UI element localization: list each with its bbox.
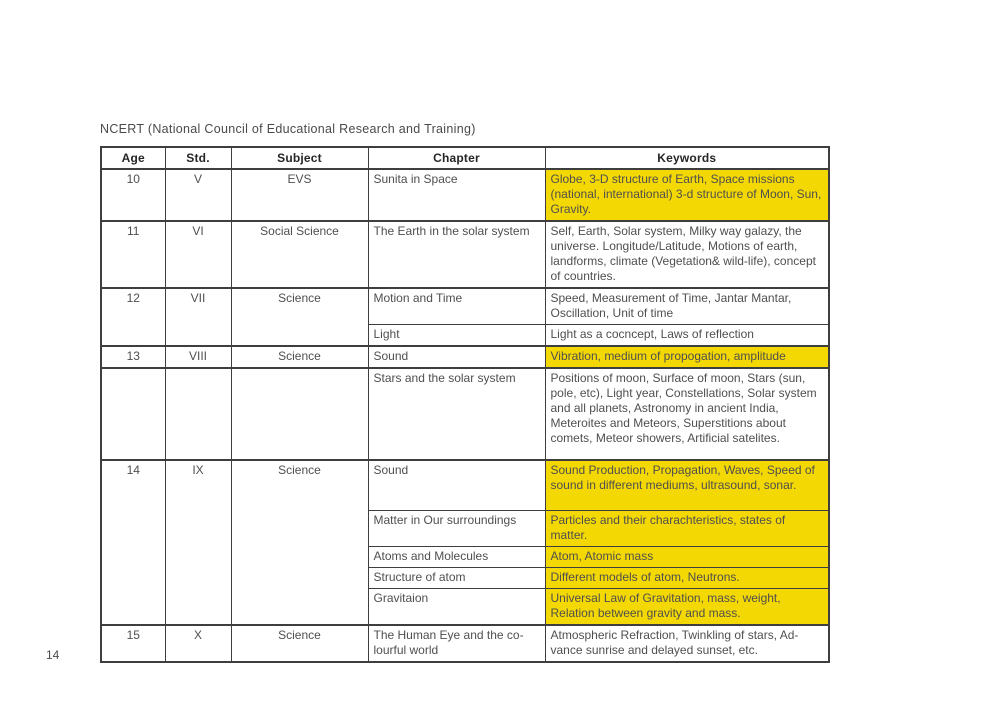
- keywords-cell: Self, Earth, Solar system, Milky way gal…: [544, 220, 830, 289]
- age-cell: 15: [100, 623, 166, 662]
- chapter-cell: Sound: [367, 345, 546, 369]
- chapter-cell: The Human Eye and the co-lourful world: [367, 623, 546, 662]
- page-number: 14: [46, 648, 60, 662]
- page-title: NCERT (National Council of Educational R…: [100, 122, 476, 136]
- subject-cell: Science: [230, 287, 369, 347]
- keywords-cell-highlighted: Different models of atom, Neutrons.: [544, 566, 830, 589]
- keywords-cell-highlighted: Vibration, medium of propogation, amplit…: [544, 345, 830, 369]
- subject-cell: Social Science: [230, 220, 369, 289]
- keywords-cell: Light as a cocncept, Laws of reflection: [544, 324, 830, 347]
- column-header-age: Age: [100, 146, 166, 170]
- ncert-curriculum-table: Age Std. Subject Chapter Keywords 10 V E…: [100, 146, 830, 663]
- table-row: Atoms and Molecules Atom, Atomic mass: [101, 545, 830, 568]
- keywords-cell: Speed, Measurement of Time, Jantar Manta…: [544, 287, 830, 325]
- std-cell: VIII: [164, 345, 232, 369]
- table-row: 12 VII Science Motion and Time Speed, Me…: [100, 287, 830, 347]
- column-header-chapter: Chapter: [367, 146, 546, 170]
- table-row: Gravitaion Universal Law of Gravitation,…: [101, 587, 830, 625]
- std-cell: VII: [164, 287, 232, 347]
- keywords-cell: Atmospheric Refraction, Twinkling of sta…: [544, 623, 830, 662]
- age-cell: 14: [100, 459, 166, 625]
- table-row: 11 VI Social Science The Earth in the so…: [100, 220, 830, 289]
- chapter-cell: Gravitaion: [367, 587, 546, 625]
- std-cell: IX: [164, 459, 232, 625]
- chapter-cell: Light: [367, 324, 546, 347]
- age-cell: 10: [100, 168, 166, 222]
- table-row: 15 X Science The Human Eye and the co-lo…: [100, 623, 830, 662]
- std-cell: V: [164, 168, 232, 222]
- keywords-cell-highlighted: Sound Production, Propagation, Waves, Sp…: [544, 459, 830, 511]
- chapter-cell: Atoms and Molecules: [367, 545, 546, 568]
- table-row: Structure of atom Different models of at…: [101, 566, 830, 589]
- age-cell: 13: [100, 345, 166, 369]
- subject-cell: Science: [230, 623, 369, 662]
- chapter-cell: The Earth in the solar system: [367, 220, 546, 289]
- header-row: Age Std. Subject Chapter Keywords: [100, 146, 830, 170]
- chapter-cell: Motion and Time: [367, 287, 546, 325]
- keywords-cell: Positions of moon, Surface of moon, Star…: [544, 367, 830, 461]
- chapter-cell: Sound: [367, 459, 546, 511]
- column-header-subject: Subject: [230, 146, 369, 170]
- table-row: 10 V EVS Sunita in Space Globe, 3-D stru…: [100, 168, 830, 222]
- column-header-keywords: Keywords: [544, 146, 830, 170]
- chapter-cell: Matter in Our surroundings: [367, 509, 546, 547]
- std-cell: VI: [164, 220, 232, 289]
- table-row: Matter in Our surroundings Particles and…: [101, 509, 830, 547]
- keywords-cell-highlighted: Atom, Atomic mass: [544, 545, 830, 568]
- table-row: 13 VIII Science Sound Vibration, medium …: [100, 345, 830, 369]
- subject-cell: EVS: [230, 168, 369, 222]
- chapter-cell: Stars and the solar system: [367, 367, 546, 461]
- std-cell: X: [164, 623, 232, 662]
- age-cell: 11: [100, 220, 166, 289]
- subject-cell: Science: [230, 345, 369, 369]
- chapter-cell: Sunita in Space: [367, 168, 546, 222]
- keywords-cell-highlighted: Globe, 3-D structure of Earth, Space mis…: [544, 168, 830, 222]
- age-cell: [100, 367, 166, 461]
- table-row: Stars and the solar system Positions of …: [100, 367, 830, 461]
- keywords-cell-highlighted: Universal Law of Gravitation, mass, weig…: [544, 587, 830, 625]
- age-cell: 12: [100, 287, 166, 347]
- keywords-cell-highlighted: Particles and their charachteristics, st…: [544, 509, 830, 547]
- table-row: 14 IX Science Sound Sound Production, Pr…: [100, 459, 830, 625]
- subject-cell: Science: [230, 459, 369, 625]
- column-header-std: Std.: [164, 146, 232, 170]
- subject-cell: [230, 367, 369, 461]
- chapter-cell: Structure of atom: [367, 566, 546, 589]
- std-cell: [164, 367, 232, 461]
